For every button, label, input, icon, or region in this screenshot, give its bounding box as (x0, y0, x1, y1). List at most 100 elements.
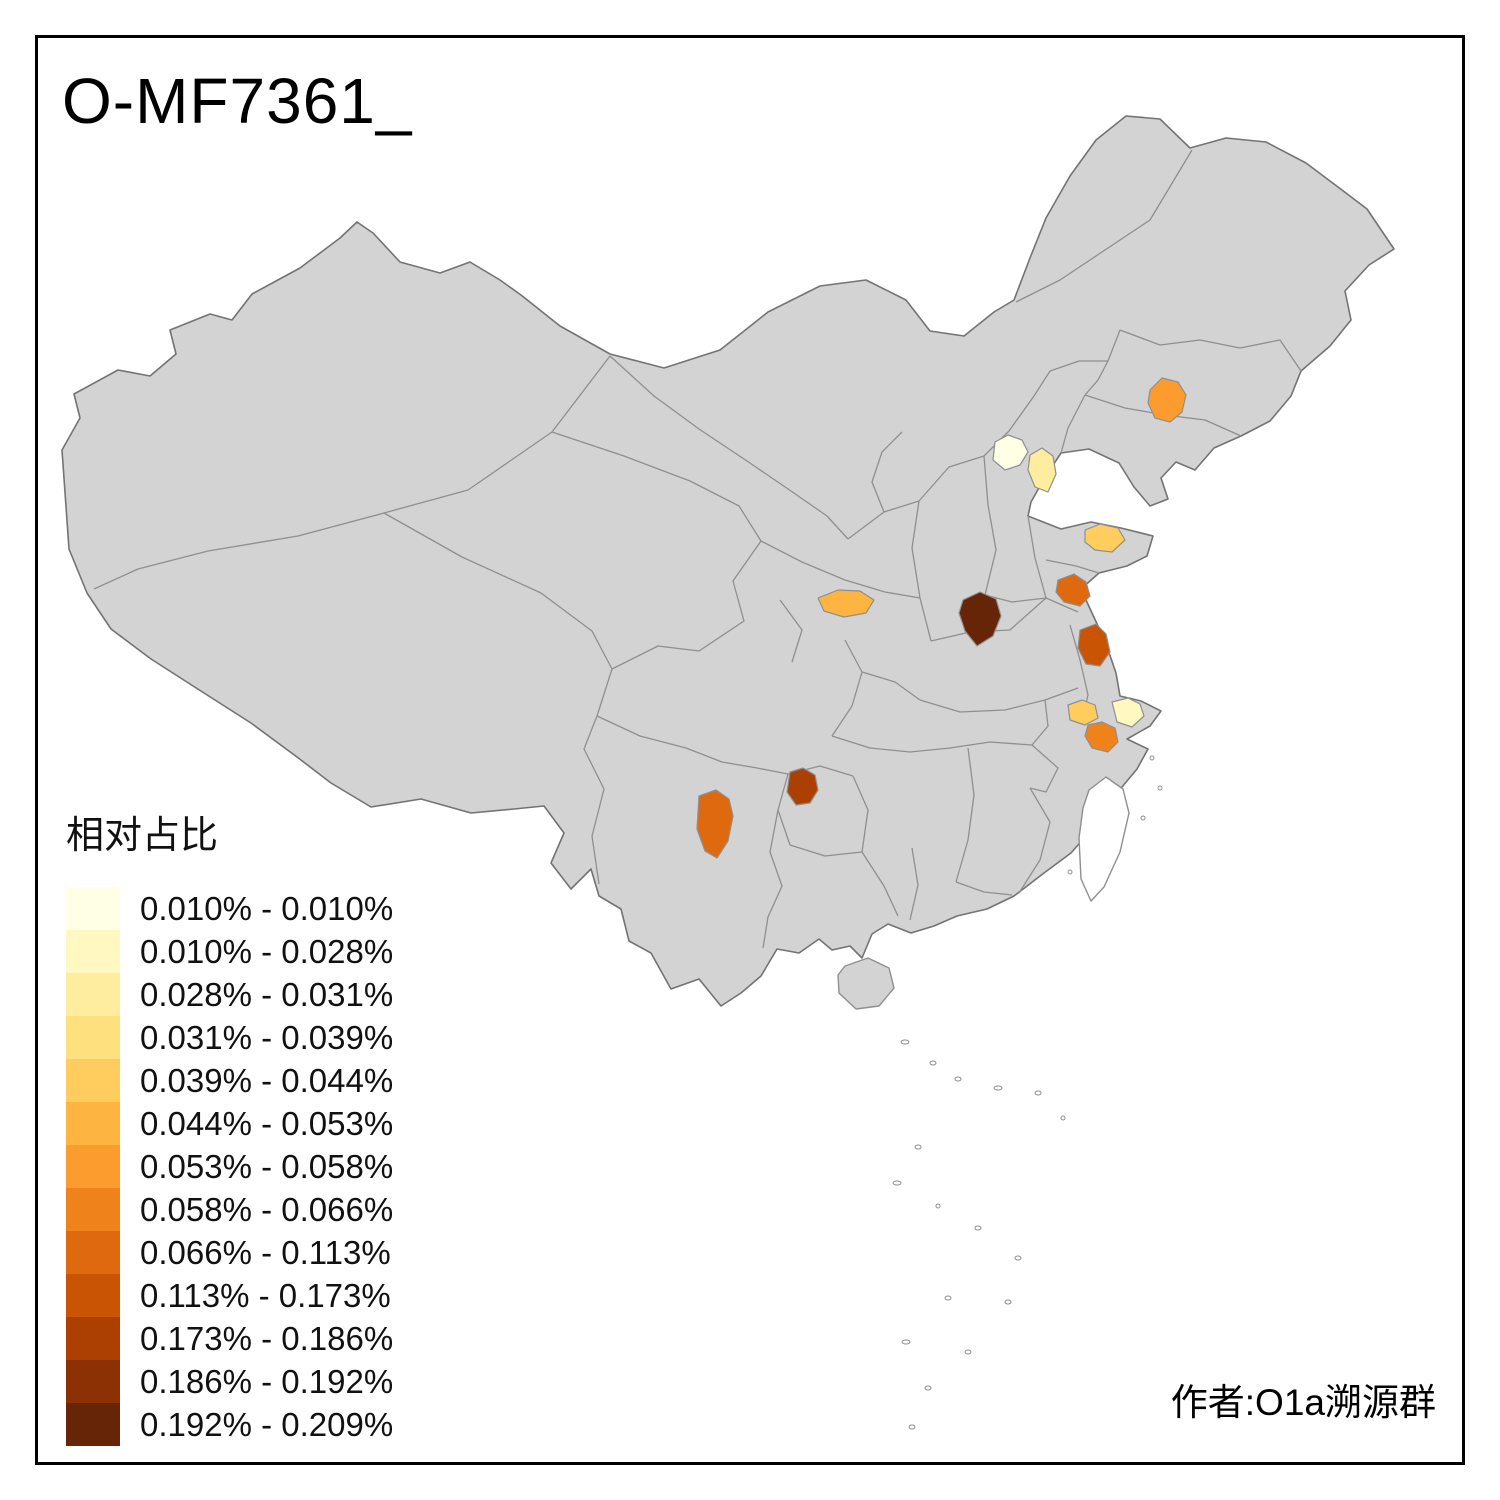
island-dot (901, 1339, 911, 1345)
legend-label: 0.010% - 0.028% (140, 932, 394, 970)
region-shaanxi-central (817, 589, 875, 618)
island-dot (993, 1085, 1003, 1091)
region-yunnan-central (696, 789, 734, 859)
legend-label: 0.010% - 0.010% (140, 889, 394, 927)
island-dot (935, 1203, 941, 1209)
province-border (1119, 329, 1302, 372)
legend-item: 0.039% - 0.044% (66, 1059, 393, 1102)
region-anhui-east (1067, 699, 1099, 726)
legend-label: 0.066% - 0.113% (140, 1233, 391, 1271)
legend-swatch (66, 1016, 120, 1059)
legend-item: 0.192% - 0.209% (66, 1403, 393, 1446)
island-dot (908, 1424, 916, 1430)
province-border (861, 851, 899, 917)
legend-item: 0.173% - 0.186% (66, 1317, 393, 1360)
region-shanghai-area (1111, 697, 1145, 728)
province-border (919, 687, 1079, 713)
region-shandong-peninsula (1084, 523, 1126, 553)
province-border (1029, 744, 1059, 793)
province-border (871, 431, 903, 513)
legend-label: 0.173% - 0.186% (140, 1319, 394, 1357)
island-dot (944, 1295, 952, 1301)
province-border (1027, 515, 1079, 613)
island-dot (964, 1349, 972, 1355)
sea-islands (892, 755, 1163, 1430)
legend-label: 0.186% - 0.192% (140, 1362, 394, 1400)
province-border (383, 512, 613, 885)
legend-swatch (66, 1317, 120, 1360)
province-border (1015, 149, 1193, 303)
island-dot (914, 1144, 922, 1150)
hainan-island (837, 957, 895, 1010)
province-border (955, 881, 1013, 896)
legend-item: 0.058% - 0.066% (66, 1188, 393, 1231)
province-border (909, 847, 919, 921)
region-northeast-jilin (1147, 377, 1187, 423)
legend-swatch (66, 973, 120, 1016)
province-border (789, 844, 863, 857)
taiwan-island (1078, 776, 1130, 902)
island-dot (1060, 1115, 1066, 1121)
island-dot (1140, 815, 1146, 821)
province-border (852, 775, 869, 853)
legend-item: 0.010% - 0.010% (66, 887, 393, 930)
province-border (760, 540, 921, 599)
mainland-outline (61, 115, 1395, 1007)
island-dot (1149, 755, 1155, 761)
highlighted-regions (696, 377, 1187, 859)
province-border (983, 455, 997, 596)
legend-swatch (66, 930, 120, 973)
legend-item: 0.066% - 0.113% (66, 1231, 393, 1274)
legend-label: 0.058% - 0.066% (140, 1190, 394, 1228)
islands (837, 776, 1130, 1010)
legend-swatch (66, 1274, 120, 1317)
legend-label: 0.031% - 0.039% (140, 1018, 394, 1056)
region-beijing (992, 434, 1029, 471)
region-jiangsu-north (1055, 573, 1091, 607)
legend-item: 0.186% - 0.192% (66, 1360, 393, 1403)
region-guizhou-north (786, 767, 819, 806)
island-dot (954, 1076, 962, 1082)
legend-swatch (66, 1102, 120, 1145)
legend-swatch (66, 1059, 120, 1102)
province-border (1107, 329, 1121, 362)
legend-swatch (66, 1188, 120, 1231)
page-title: O-MF7361_ (62, 65, 413, 137)
legend-title: 相对占比 (66, 815, 219, 857)
region-zhejiang-north (1084, 721, 1119, 753)
legend-item: 0.028% - 0.031% (66, 973, 393, 1016)
province-border (1018, 787, 1051, 894)
province-border (984, 594, 1047, 603)
province-border (609, 355, 849, 540)
island-dot (1157, 785, 1163, 791)
province-border (1084, 360, 1109, 396)
island-dot (892, 1180, 902, 1186)
legend-swatch (66, 1231, 120, 1274)
province-border (93, 355, 611, 590)
province-border (831, 735, 1033, 753)
legend-swatch (66, 887, 120, 930)
region-henan-central (958, 591, 1002, 647)
legend-item: 0.010% - 0.028% (66, 930, 393, 973)
legend-item: 0.044% - 0.053% (66, 1102, 393, 1145)
province-border (611, 540, 762, 670)
legend-label: 0.053% - 0.058% (140, 1147, 394, 1185)
province-border (762, 809, 783, 949)
province-border (831, 639, 863, 737)
island-dot (1004, 1299, 1012, 1305)
island-dot (900, 1039, 910, 1045)
legend-label: 0.044% - 0.053% (140, 1104, 394, 1142)
legend-item: 0.053% - 0.058% (66, 1145, 393, 1188)
attribution: 作者:O1a溯源群 (1170, 1382, 1436, 1423)
legend-label: 0.028% - 0.031% (140, 975, 394, 1013)
province-border (1045, 559, 1100, 574)
region-jiangsu-central (1077, 623, 1111, 667)
plot-frame (35, 35, 1465, 1465)
province-border (596, 715, 789, 775)
island-dot (924, 1385, 932, 1391)
province-border (779, 599, 803, 663)
legend-label: 0.192% - 0.209% (140, 1405, 394, 1443)
legend-swatch (66, 1403, 120, 1446)
legend-item: 0.113% - 0.173% (66, 1274, 393, 1317)
